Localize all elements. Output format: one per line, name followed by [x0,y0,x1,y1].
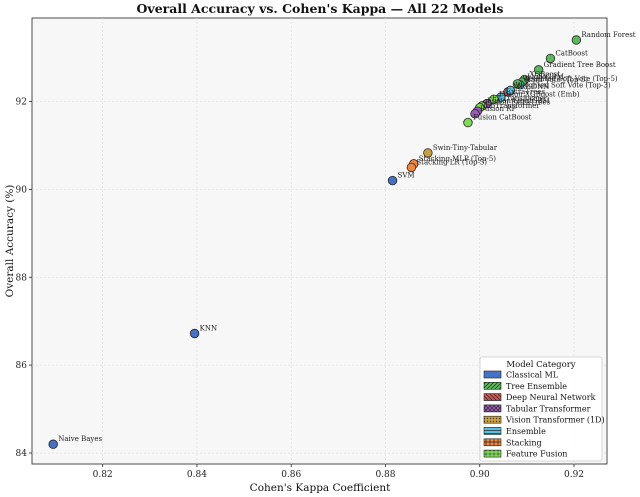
legend-items: Classical ML Tree Ensemble Deep Neural Net… [483,370,605,459]
legend-swatch-hatch [484,404,501,412]
point-label: Weighted Soft Vote (Top-3) [515,82,610,90]
point-svm [387,175,398,186]
point-label: Stacking MLP (Top-5) [419,155,497,163]
x-axis-label: Cohen's Kappa Coefficient [250,482,391,494]
point-label: CatBoost [555,49,588,57]
point-labels: Random Forest CatBoost Gradient Tree Boost… [58,31,636,443]
point-naive-bayes [48,439,58,449]
chart-title: Overall Accuracy vs. Cohen's Kappa — All… [137,1,504,16]
x-axis-ticks: 0.82 0.84 0.86 0.88 0.90 0.92 [93,464,584,480]
point-label: Fusion LightGBM [487,97,550,105]
x-tick-label: 0.82 [93,470,113,480]
legend-swatch-hatch [484,450,501,458]
point-label: Gradient Tree Boost [544,61,616,69]
legend-entry-label: Vision Transformer (1D) [505,416,605,425]
legend-box [479,356,603,462]
legend-title: Model Category [506,360,575,370]
legend-swatch [483,370,502,379]
point-fusion-xgboost-emb [489,94,499,104]
legend-swatch-hatch [484,393,501,401]
x-tick-label: 0.88 [375,470,395,480]
point-label: LightGBM [527,73,564,81]
point-label: Fusion XGBoost (Emb) [499,90,580,98]
point-weighted-soft-vote-top-5 [512,79,523,89]
point-label: TabTransformer [482,102,540,110]
legend-swatch-hatch [484,427,501,435]
point-fusion-catboost [463,117,473,128]
point-label: Hard Vote (Top-5) [525,76,589,84]
point-label: SVM [398,172,415,180]
legend: Model Category Classical ML Tree Ensemble… [479,356,605,462]
legend-swatch-hatch [484,416,501,424]
point-label: Fusion RF [480,105,516,113]
data-points [48,35,582,449]
legend-entry-label: Classical ML [506,371,559,380]
point-catboost [545,53,556,64]
y-tick-label: 84 [16,449,28,459]
point-swin-tiny-tabular [423,148,433,158]
x-tick-label: 0.90 [470,470,490,480]
y-tick-label: 86 [16,361,28,371]
y-tick-label: 90 [16,185,28,195]
y-axis-ticks: 84 86 88 90 92 [16,97,32,459]
point-label: MLP-DNN [513,83,549,91]
legend-entry-label: Tabular Transformer [506,404,591,413]
y-axis-label: Overall Accuracy (%) [4,185,16,298]
point-label: Stacking LR (Top-5) [416,158,487,166]
point-fusion-rf [470,109,480,119]
point-label: Random Forest [581,31,635,39]
y-tick-label: 92 [16,97,27,107]
x-tick-label: 0.92 [564,470,584,480]
point-random-forest [571,35,582,45]
point-label: FT-Transformer [492,95,548,103]
point-label: Swin-Tiny-Tabular [433,144,498,152]
x-tick-label: 0.86 [281,470,301,480]
legend-swatch-hatch [484,438,501,446]
legend-entry-label: Deep Neural Network [506,393,596,402]
point-label: XGBoost [530,71,561,79]
legend-entry-label: Feature Fusion [506,450,567,459]
point-label: ExtraTrees [506,88,546,96]
legend-entry-label: Stacking [506,438,542,447]
point-gradient-tree-boost [533,65,544,75]
legend-entry-label: Ensemble [506,427,546,436]
y-tick-label: 88 [16,273,28,283]
legend-swatch-hatch [484,382,501,390]
legend-entry-label: Tree Ensemble [506,382,567,391]
point-knn [189,328,200,339]
point-label: Naive Bayes [58,435,102,443]
point-label: Weighted Soft Vote (Top-5) [522,75,617,83]
point-stacking-lr-top-5 [406,162,417,173]
point-label: Fusion ExtraTrees [485,99,551,107]
point-label: Fusion CatBoost [473,114,532,122]
x-tick-label: 0.84 [187,470,207,480]
point-label: KNN [200,324,217,332]
point-weighted-soft-vote-top-3 [505,85,516,96]
